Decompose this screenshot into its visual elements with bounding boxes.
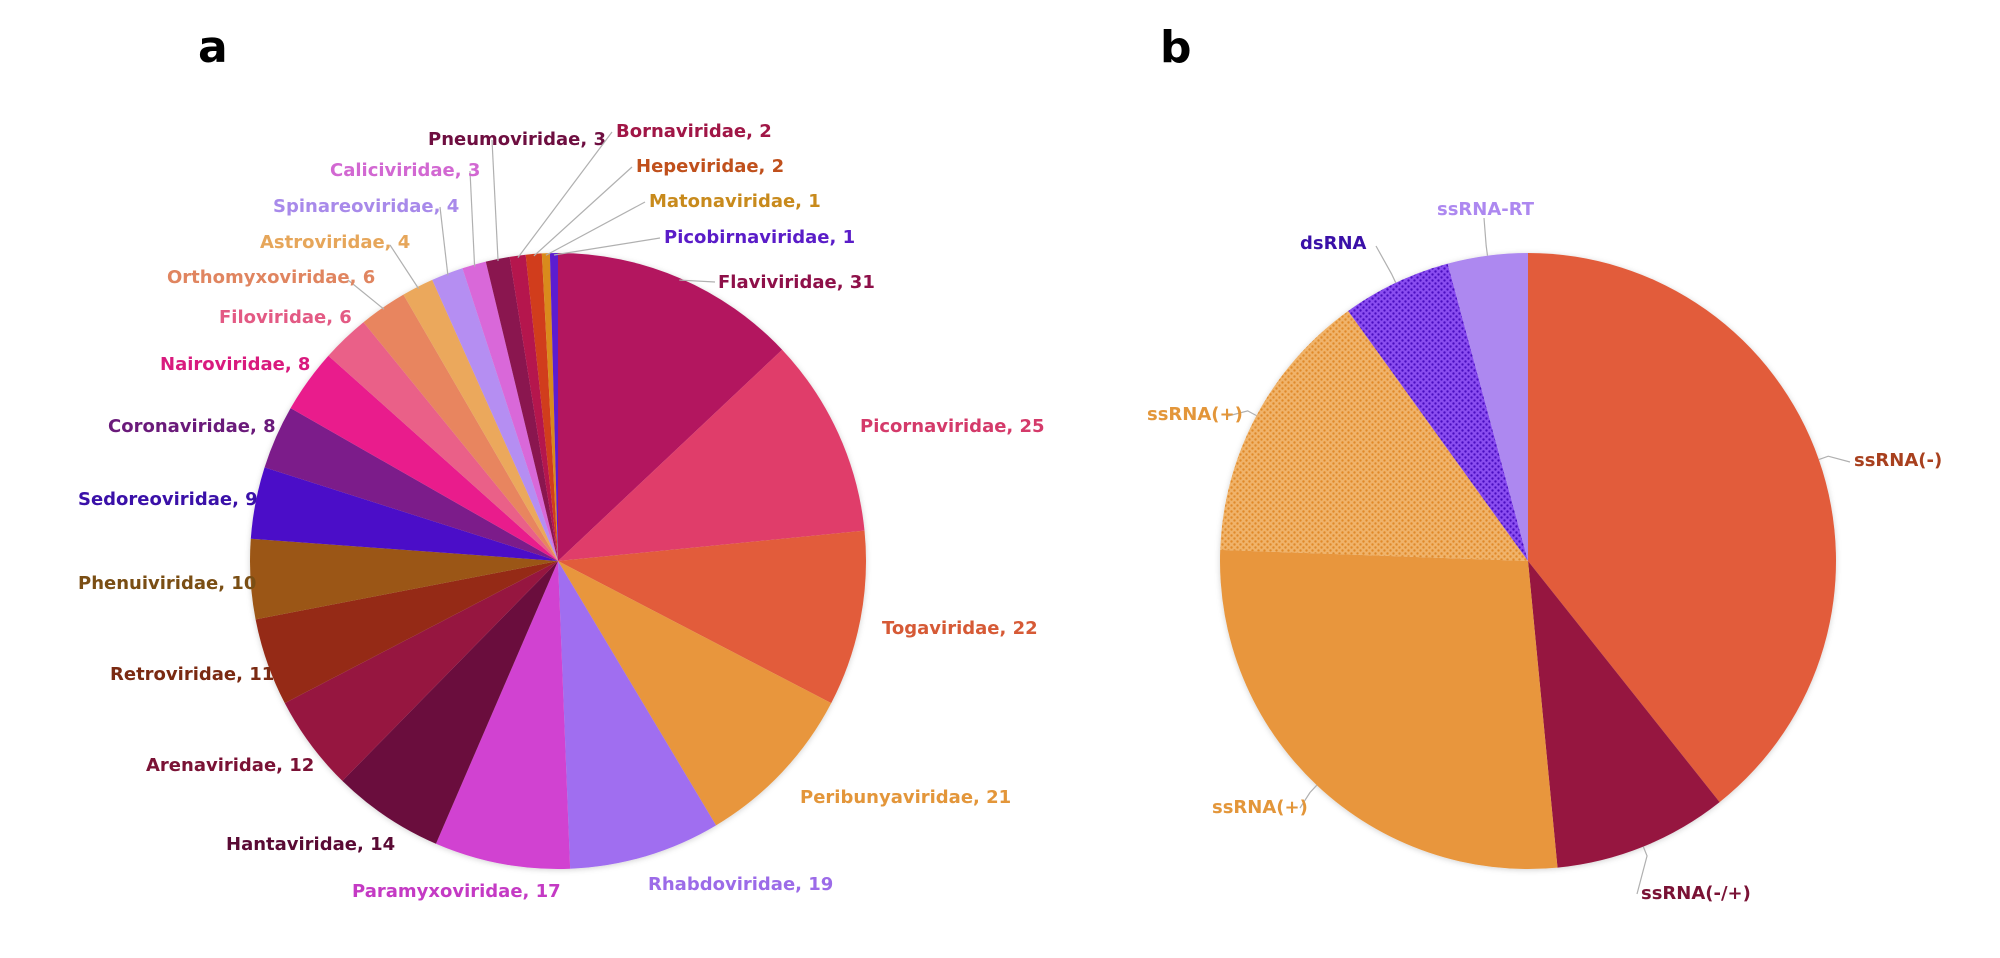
slice-matonaviridae [541, 253, 558, 561]
slice-coronaviridae [264, 408, 558, 561]
leader-line [491, 139, 499, 261]
leader-line [1227, 410, 1257, 417]
slice-picobirnaviridae [549, 253, 558, 561]
slice-orthomyxoviridae [363, 294, 558, 561]
slice-ssrna-2 [1220, 549, 1558, 869]
panel-letter-a: a [198, 22, 228, 73]
label-bornaviridae: Bornaviridae, 2 [616, 121, 772, 142]
slice-nairoviridae [290, 355, 558, 561]
slice-astroviridae [403, 279, 558, 561]
slice-togaviridae [558, 530, 866, 704]
slice-ssrna-3 [1220, 310, 1528, 561]
slice-sedoreoviridae [250, 467, 558, 561]
leader-line [533, 166, 633, 257]
slice-arenaviridae [284, 561, 558, 781]
leader-line [1818, 455, 1851, 463]
slice-peribunyaviridae [558, 561, 832, 826]
label-ssrna: ssRNA(+) [1212, 797, 1308, 818]
leader-line [1636, 846, 1648, 895]
slice-retroviridae [255, 561, 558, 704]
label-peribunyaviridae: Peribunyaviridae, 21 [800, 787, 1011, 808]
slice-ssrna-1 [1528, 561, 1720, 868]
label-retroviridae: Retroviridae, 11 [110, 664, 274, 685]
label-coronaviridae: Coronaviridae, 8 [108, 416, 276, 437]
slice-rhabdoviridae [558, 561, 717, 869]
leader-line [553, 237, 661, 256]
slice-hepeviridae [525, 253, 558, 561]
label-pneumoviridae: Pneumoviridae, 3 [428, 129, 606, 150]
leader-line [545, 201, 646, 256]
label-flaviviridae: Flaviviridae, 31 [718, 272, 875, 293]
leader-line [1375, 245, 1397, 284]
leader-line [347, 279, 385, 310]
label-picobirnaviridae: Picobirnaviridae, 1 [664, 227, 855, 248]
slice-ssrna-rt-5 [1447, 253, 1528, 561]
label-rhabdoviridae: Rhabdoviridae, 19 [648, 874, 833, 895]
label-ssrna: ssRNA(-/+) [1641, 883, 1751, 904]
label-paramyxoviridae: Paramyxoviridae, 17 [352, 881, 561, 902]
label-picornaviridae: Picornaviridae, 25 [860, 416, 1045, 437]
leader-line [1483, 217, 1489, 256]
slice-bornaviridae [509, 254, 558, 561]
slice-caliciviridae [462, 261, 558, 561]
label-ssrna: ssRNA(+) [1147, 404, 1243, 425]
label-filoviridae: Filoviridae, 6 [219, 307, 352, 328]
label-matonaviridae: Matonaviridae, 1 [649, 191, 821, 212]
leader-line [469, 170, 476, 267]
slice-ssrna-0 [1528, 253, 1837, 803]
slice-phenuiviridae [250, 538, 558, 620]
pie-chart-families: Flaviviridae, 31 Picornaviridae, 25 Togavi… [78, 121, 1045, 902]
label-dsrna: dsRNA [1300, 233, 1367, 254]
leader-line [389, 244, 420, 289]
label-orthomyxoviridae: Orthomyxoviridae, 6 [167, 267, 375, 288]
label-togaviridae: Togaviridae, 22 [882, 618, 1038, 639]
label-arenaviridae: Arenaviridae, 12 [146, 755, 314, 776]
pie-chart-genome-types: ssRNA(-) ssRNA(-/+) ssRNA(+) ssRNA(+) dsRNA s… [1147, 199, 1942, 904]
slice-filoviridae [328, 322, 558, 561]
label-astroviridae: Astroviridae, 4 [260, 232, 410, 253]
slice-paramyxoviridae [435, 561, 571, 869]
leader-line [1299, 784, 1318, 809]
slice-dsrna-4 [1348, 263, 1528, 561]
panel-letter-b: b [1160, 22, 1192, 73]
leader-line [439, 206, 449, 276]
slice-pneumoviridae [485, 256, 558, 561]
label-ssrna: ssRNA(-) [1854, 450, 1942, 471]
slice-hantaviridae [342, 561, 558, 844]
slice-flaviviridae [558, 253, 783, 561]
leader-line [679, 279, 716, 283]
label-caliciviridae: Caliciviridae, 3 [330, 160, 480, 181]
label-ssrna-rt: ssRNA-RT [1437, 199, 1535, 220]
label-spinareoviridae: Spinareoviridae, 4 [273, 196, 459, 217]
label-hepeviridae: Hepeviridae, 2 [636, 156, 784, 177]
leader-line [517, 131, 613, 258]
label-nairoviridae: Nairoviridae, 8 [160, 354, 310, 375]
label-phenuiviridae: Phenuiviridae, 10 [78, 573, 256, 594]
slice-picornaviridae [558, 349, 865, 561]
slice-spinareoviridae [432, 268, 558, 561]
label-sedoreoviridae: Sedoreoviridae, 9 [78, 489, 258, 510]
label-hantaviridae: Hantaviridae, 14 [226, 834, 395, 855]
